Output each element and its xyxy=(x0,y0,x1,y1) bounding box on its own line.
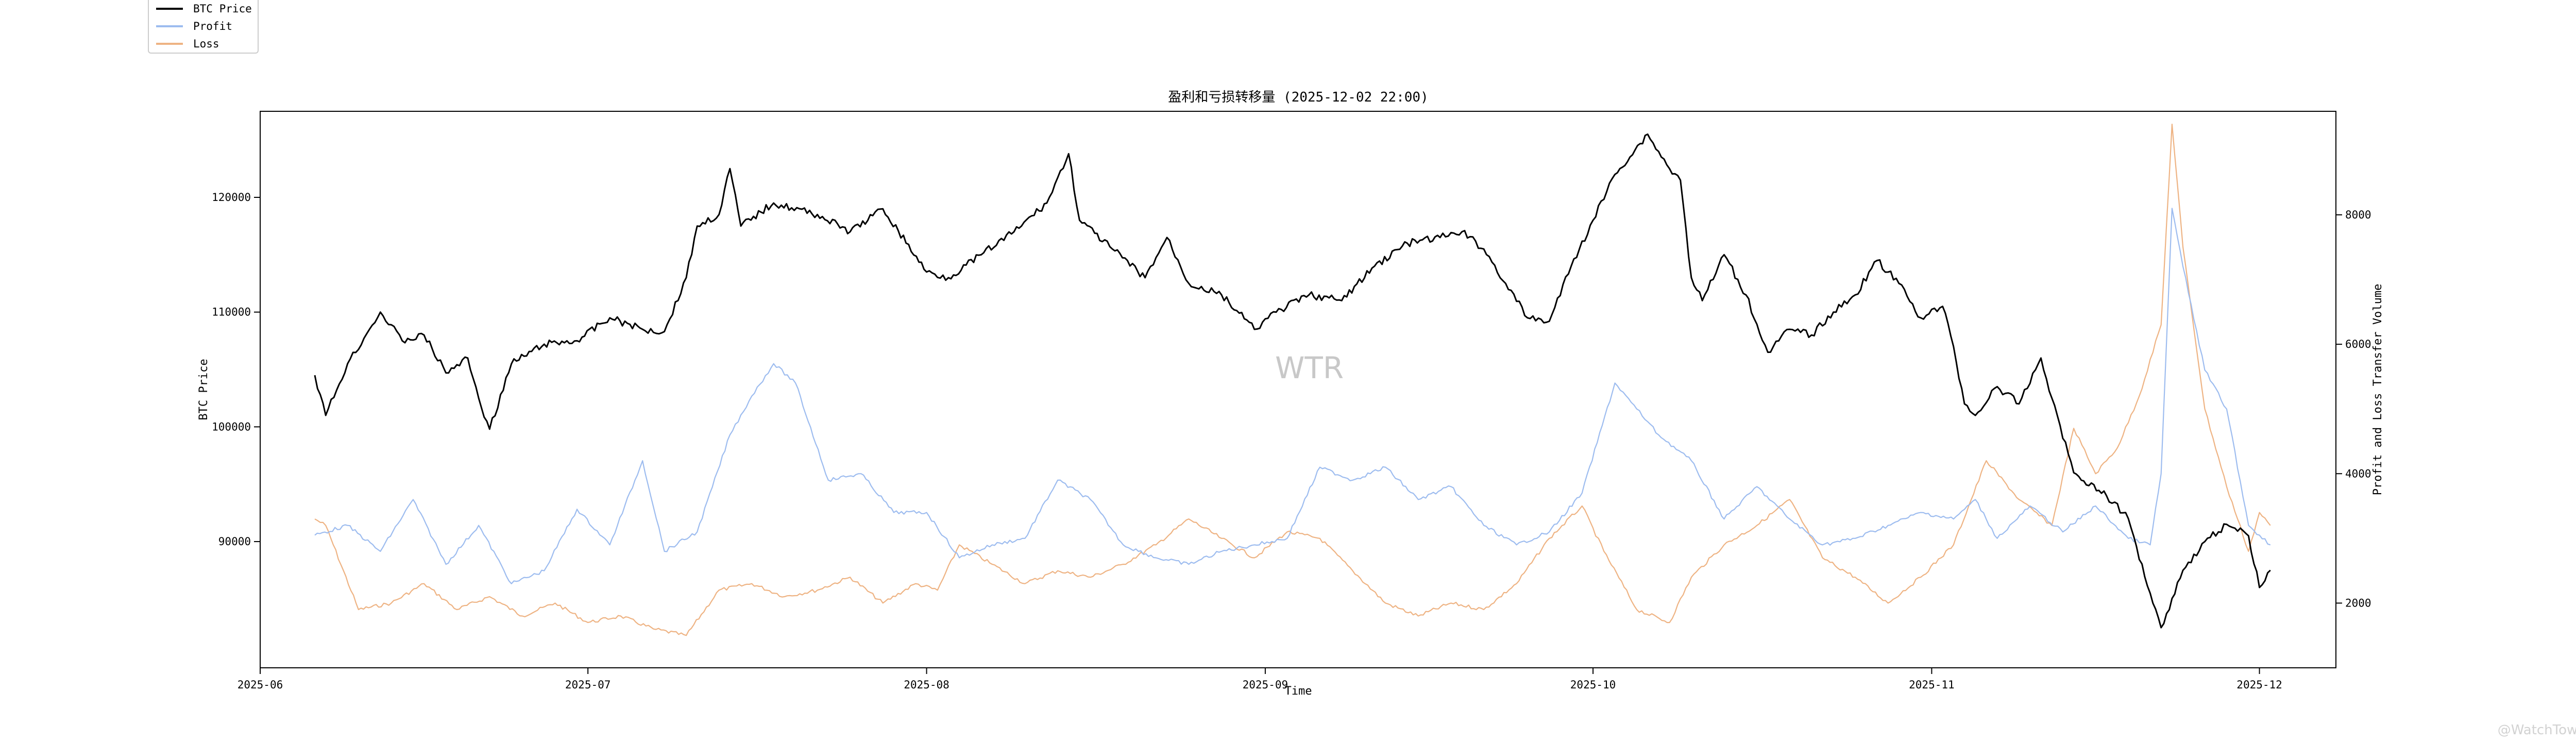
legend-item-btc-price: BTC Price xyxy=(156,1,252,16)
plot-frame xyxy=(260,111,2336,668)
series-layer xyxy=(314,124,2271,636)
legend-item-loss: Loss xyxy=(156,36,219,52)
series-line-loss xyxy=(314,124,2271,636)
legend-label-profit: Profit xyxy=(193,20,232,32)
legend-swatch-profit xyxy=(156,25,183,27)
axes-layer: 2025-06 2025-07 2025-08 2025-09 2025-10 2025-… xyxy=(212,191,2371,691)
legend-item-profit: Profit xyxy=(156,19,232,34)
y-right-tick-label: 4000 xyxy=(2345,467,2371,480)
y-right-tick-label: 8000 xyxy=(2345,209,2371,221)
x-tick-label: 2025-12 xyxy=(2236,679,2282,691)
series-line-profit xyxy=(314,208,2271,584)
y-right-tick-label: 2000 xyxy=(2345,597,2371,609)
x-axis-label: Time xyxy=(1285,685,1312,698)
legend-label-loss: Loss xyxy=(193,38,219,50)
y-left-tick-label: 90000 xyxy=(218,535,251,548)
chart-title: 盈利和亏损转移量 (2025-12-02 22:00) xyxy=(1168,90,1428,105)
y-left-tick-label: 110000 xyxy=(212,306,251,318)
y-left-tick-label: 100000 xyxy=(212,420,251,433)
x-tick-label: 2025-11 xyxy=(1909,679,1955,691)
legend-swatch-btc-price xyxy=(156,8,183,10)
legend: BTC Price Profit Loss xyxy=(148,0,259,54)
watermark: WTR xyxy=(1275,350,1344,385)
x-tick-label: 2025-06 xyxy=(238,679,283,691)
legend-swatch-loss xyxy=(156,43,183,45)
x-tick-label: 2025-08 xyxy=(904,679,950,691)
legend-label-btc-price: BTC Price xyxy=(193,3,252,15)
x-tick-label: 2025-10 xyxy=(1570,679,1616,691)
y-left-tick-label: 120000 xyxy=(212,191,251,204)
x-tick-label: 2025-07 xyxy=(565,679,611,691)
footer-watermark: @WatchTower xyxy=(2497,722,2576,738)
y-right-tick-label: 6000 xyxy=(2345,338,2371,350)
y-axis-label-left: BTC Price xyxy=(197,359,210,420)
series-line-btc-price xyxy=(314,133,2271,629)
y-axis-label-right: Profit and Loss Transfer Volume xyxy=(2371,284,2384,496)
x-tick-label: 2025-09 xyxy=(1243,679,1289,691)
